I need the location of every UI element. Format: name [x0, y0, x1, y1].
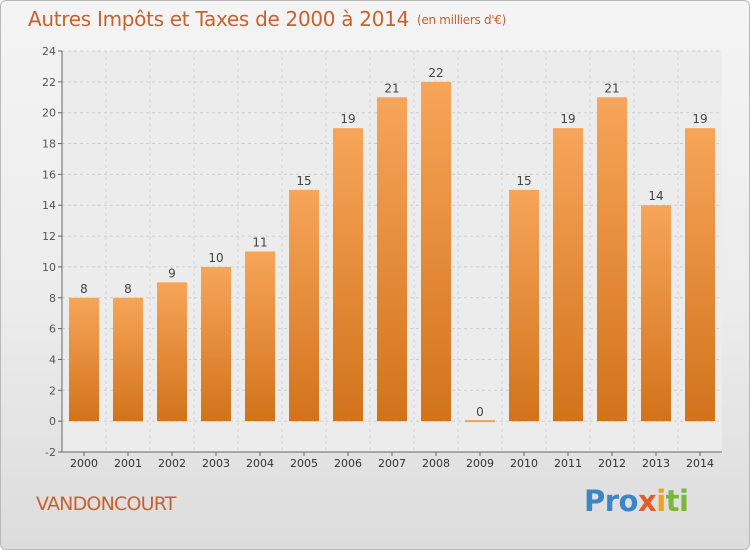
data-label: 15	[516, 174, 531, 188]
x-tick-label: 2008	[422, 457, 450, 470]
data-label: 14	[648, 189, 663, 203]
bar	[245, 251, 275, 422]
data-label: 21	[604, 81, 619, 95]
y-tick-label: 2	[49, 384, 56, 397]
x-tick-label: 2005	[290, 457, 318, 470]
data-label: 10	[208, 251, 223, 265]
bar	[377, 97, 407, 422]
chart-title-text: Autres Impôts et Taxes de 2000 à 2014	[28, 7, 409, 31]
data-label: 22	[428, 66, 443, 80]
bar	[641, 205, 671, 422]
commune-name: VANDONCOURT	[36, 493, 176, 515]
y-tick-label: 12	[42, 230, 56, 243]
data-label: 15	[296, 174, 311, 188]
bar	[597, 97, 627, 422]
bar	[69, 297, 99, 422]
y-tick-label: -2	[45, 446, 56, 459]
proxiti-logo: Proxiti	[584, 484, 689, 518]
x-tick-label: 2003	[202, 457, 230, 470]
x-tick-label: 2012	[598, 457, 626, 470]
data-label: 0	[476, 405, 484, 419]
y-tick-label: 24	[42, 45, 56, 58]
y-tick-label: 0	[49, 415, 56, 428]
y-tick-label: 22	[42, 76, 56, 89]
x-tick-label: 2002	[158, 457, 186, 470]
data-label: 19	[340, 112, 355, 126]
data-label: 19	[560, 112, 575, 126]
x-tick-label: 2000	[70, 457, 98, 470]
bar	[289, 189, 319, 422]
y-tick-label: 16	[42, 168, 56, 181]
data-label: 8	[80, 282, 88, 296]
y-tick-label: 18	[42, 138, 56, 151]
data-label: 21	[384, 81, 399, 95]
x-tick-label: 2006	[334, 457, 362, 470]
x-tick-label: 2014	[686, 457, 714, 470]
bar	[685, 128, 715, 422]
y-tick-label: 6	[49, 323, 56, 336]
y-tick-label: 4	[49, 353, 56, 366]
data-label: 19	[692, 112, 707, 126]
bar	[157, 282, 187, 422]
bar	[421, 81, 451, 422]
x-tick-label: 2004	[246, 457, 274, 470]
chart-title: Autres Impôts et Taxes de 2000 à 2014 (en…	[28, 7, 506, 31]
bar	[553, 128, 583, 422]
bar	[333, 128, 363, 422]
data-label: 8	[124, 282, 132, 296]
bar	[509, 189, 539, 422]
x-tick-label: 2011	[554, 457, 582, 470]
x-tick-label: 2009	[466, 457, 494, 470]
chart-unit-label: (en milliers d'€)	[417, 13, 507, 27]
y-tick-label: 10	[42, 261, 56, 274]
bar	[113, 297, 143, 422]
y-tick-label: 8	[49, 292, 56, 305]
x-tick-label: 2010	[510, 457, 538, 470]
y-tick-label: 14	[42, 199, 56, 212]
x-tick-label: 2007	[378, 457, 406, 470]
x-tick-label: 2013	[642, 457, 670, 470]
data-label: 11	[252, 236, 267, 250]
bar	[201, 266, 231, 422]
y-tick-label: 20	[42, 107, 56, 120]
data-label: 9	[168, 266, 176, 280]
x-tick-label: 2001	[114, 457, 142, 470]
